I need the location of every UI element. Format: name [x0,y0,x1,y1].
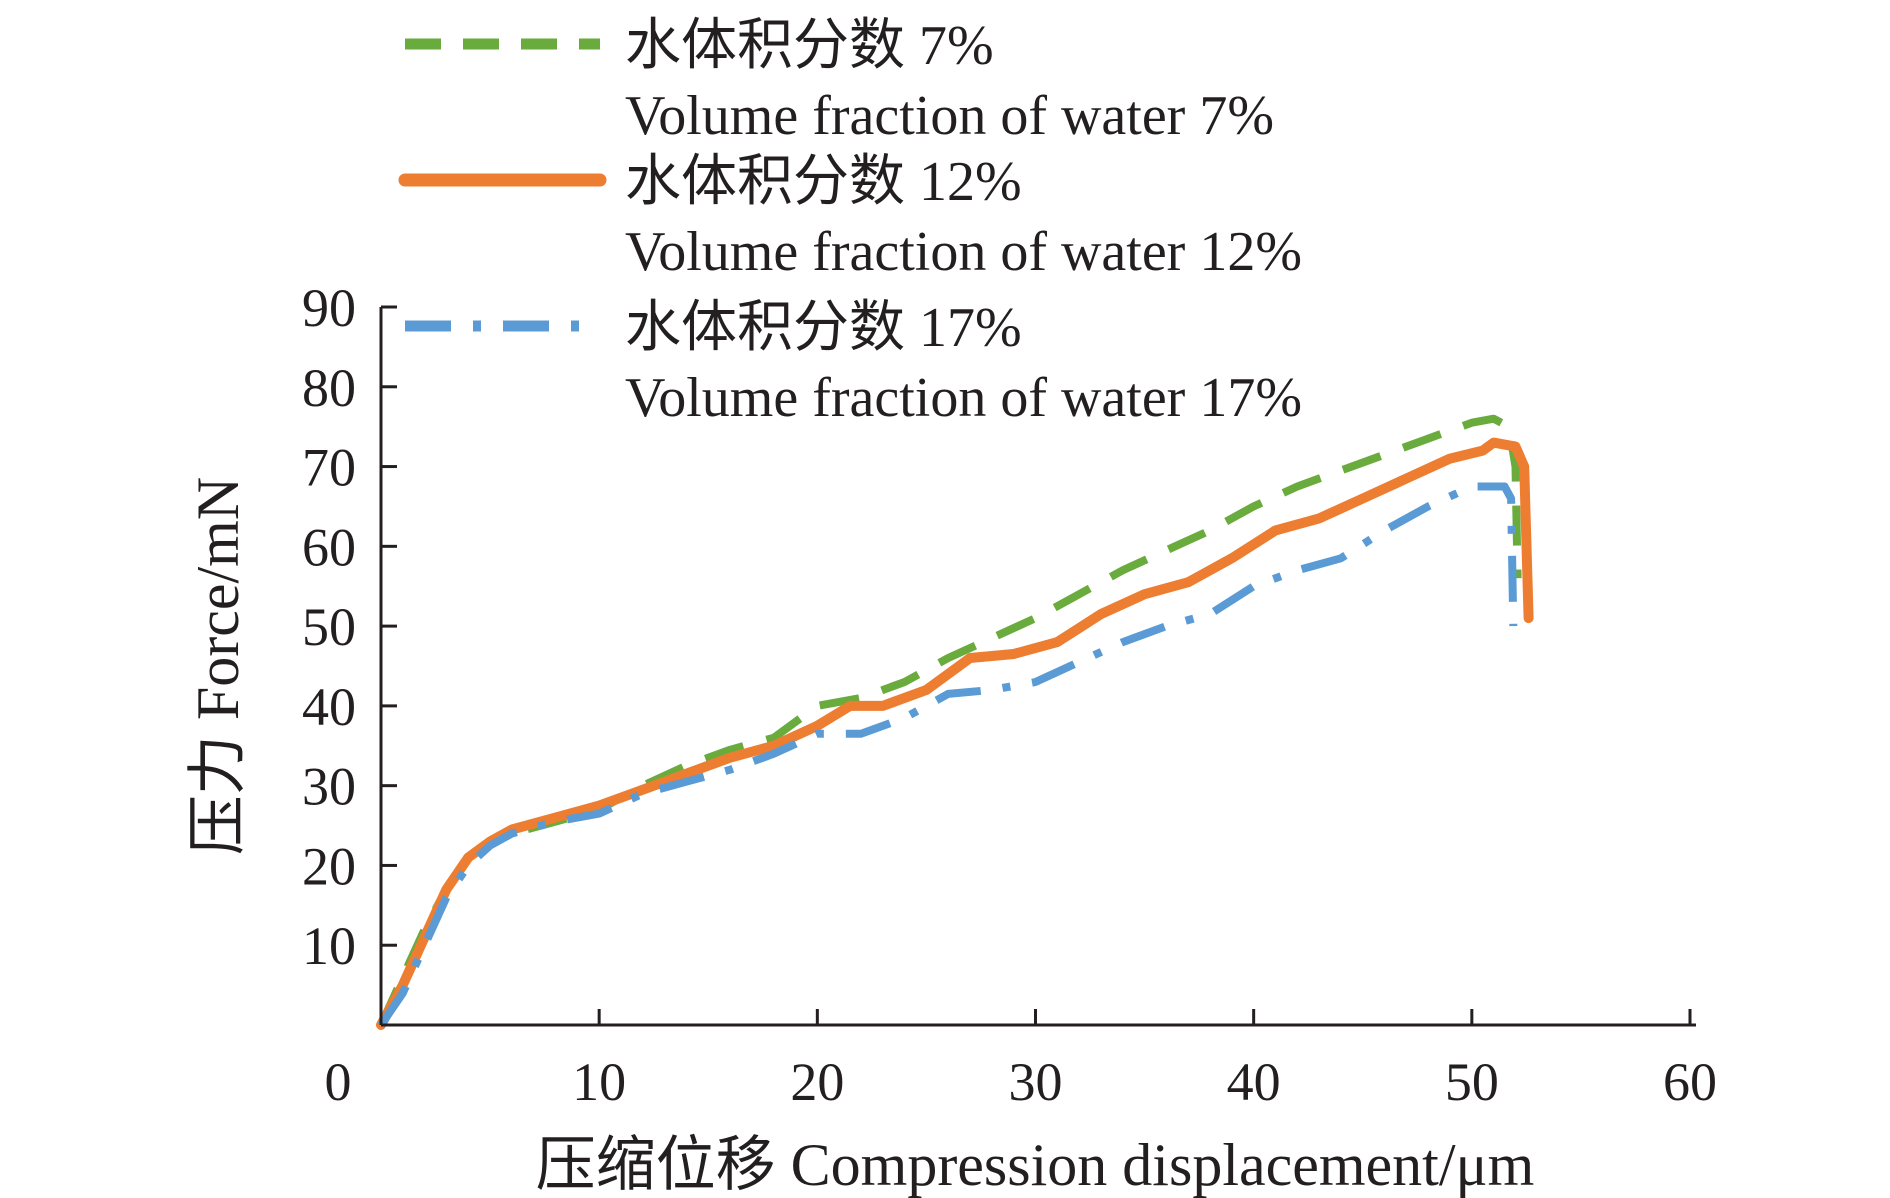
y-tick-label: 10 [302,916,356,976]
series-line-3 [377,482,1518,1028]
y-tick-label: 50 [302,597,356,657]
x-tick-label: 30 [1009,1052,1063,1112]
y-tick-label: 30 [302,757,356,817]
y-tick-label: 80 [302,358,356,418]
y-tick-label: 70 [302,438,356,498]
y-tick-label: 60 [302,517,356,577]
x-tick-label: 0 [325,1052,352,1112]
y-tick-label: 20 [302,836,356,896]
legend-label-en: Volume fraction of water 7% [625,85,1274,147]
x-tick-label: 60 [1663,1052,1717,1112]
y-axis-title: 压力 Force/mN [185,477,251,855]
x-tick-label: 50 [1445,1052,1499,1112]
x-axis-title: 压缩位移 Compression displacement/μm [536,1132,1535,1198]
legend-entry-background [400,4,1460,140]
legend-label-en: Volume fraction of water 17% [625,367,1302,429]
x-tick-label: 40 [1227,1052,1281,1112]
y-tick-label: 40 [302,677,356,737]
axis-ticks: 0 10 20 30 40 50 60 10 20 30 40 50 60 70 80 90 [302,278,1717,1112]
legend: 水体积分数 7%Volume fraction of water 7%水体积分数… [398,4,1460,429]
plot-lines [376,414,1534,1030]
legend-entry-background [400,286,1460,422]
x-tick-label: 10 [572,1052,626,1112]
legend-entry-background [400,140,1460,276]
series-line-2 [376,437,1534,1030]
y-tick-label: 90 [302,278,356,338]
legend-label-en: Volume fraction of water 12% [625,221,1302,283]
legend-label-cn: 水体积分数 17% [625,297,1022,359]
legend-label-cn: 水体积分数 12% [625,151,1022,213]
legend-label-cn: 水体积分数 7% [625,15,994,77]
x-tick-label: 20 [790,1052,844,1112]
